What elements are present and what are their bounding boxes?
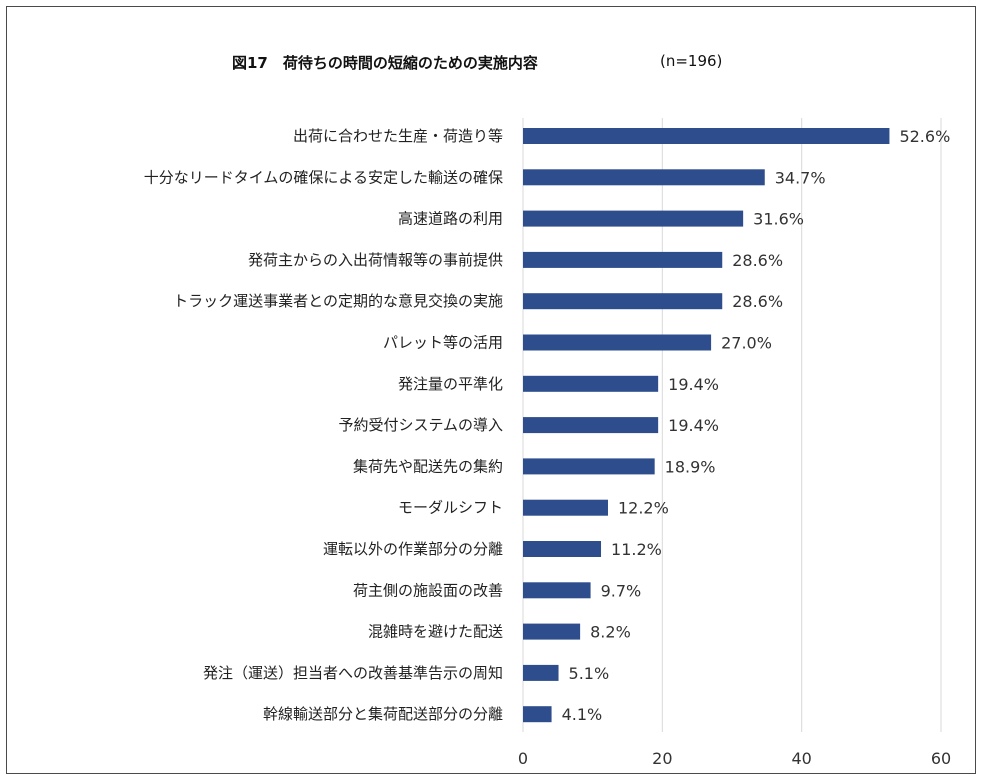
data-label: 52.6% bbox=[899, 127, 950, 146]
bar bbox=[523, 169, 765, 186]
category-label: 発注量の平準化 bbox=[398, 375, 503, 393]
data-label: 34.7% bbox=[775, 168, 826, 187]
data-label: 11.2% bbox=[611, 540, 662, 559]
bar bbox=[523, 664, 559, 681]
category-label: 予約受付システムの導入 bbox=[338, 416, 503, 434]
data-label: 5.1% bbox=[569, 664, 610, 683]
x-tick-label: 0 bbox=[518, 749, 528, 768]
x-tick-label: 20 bbox=[652, 749, 672, 768]
data-label: 31.6% bbox=[753, 210, 804, 229]
category-label: 高速道路の利用 bbox=[398, 210, 503, 228]
category-label: 出荷に合わせた生産・荷造り等 bbox=[293, 127, 503, 145]
category-label: パレット等の活用 bbox=[383, 334, 503, 352]
chart-subtitle: (n=196) bbox=[660, 52, 723, 70]
data-label: 19.4% bbox=[668, 416, 719, 435]
bar bbox=[523, 582, 591, 599]
bar bbox=[523, 293, 723, 310]
bar bbox=[523, 499, 608, 516]
bar bbox=[523, 128, 890, 144]
category-label: 荷主側の施設面の改善 bbox=[353, 581, 503, 599]
data-label: 27.0% bbox=[721, 334, 772, 353]
data-label: 4.1% bbox=[562, 705, 603, 724]
data-label: 28.6% bbox=[732, 251, 783, 270]
category-label: トラック運送事業者との定期的な意見交換の実施 bbox=[173, 292, 503, 310]
x-tick-label: 60 bbox=[931, 749, 951, 768]
category-label: 集荷先や配送先の集約 bbox=[353, 457, 503, 475]
category-label: 十分なリードタイムの確保による安定した輸送の確保 bbox=[144, 168, 503, 186]
bar bbox=[523, 251, 723, 268]
category-label: 運転以外の作業部分の分離 bbox=[323, 540, 503, 558]
bar bbox=[523, 458, 655, 475]
bar bbox=[523, 417, 659, 434]
data-label: 12.2% bbox=[618, 499, 669, 518]
category-label: 発荷主からの入出荷情報等の事前提供 bbox=[248, 251, 503, 269]
bar bbox=[523, 334, 712, 351]
data-label: 28.6% bbox=[732, 292, 783, 311]
bar bbox=[523, 706, 552, 723]
x-tick-label: 40 bbox=[791, 749, 811, 768]
data-label: 9.7% bbox=[601, 581, 642, 600]
category-label: 幹線輸送部分と集荷配送部分の分離 bbox=[263, 705, 503, 723]
data-label: 8.2% bbox=[590, 623, 631, 642]
category-label: モーダルシフト bbox=[398, 499, 503, 517]
data-label: 19.4% bbox=[668, 375, 719, 394]
bar bbox=[523, 623, 581, 640]
category-label: 発注（運送）担当者への改善基準告示の周知 bbox=[203, 664, 503, 682]
data-label: 18.9% bbox=[665, 457, 716, 476]
bar bbox=[523, 541, 602, 557]
chart-title: 図17 荷待ちの時間の短縮のための実施内容 bbox=[232, 54, 538, 72]
bar bbox=[523, 210, 744, 227]
bar bbox=[523, 375, 659, 392]
category-label: 混雑時を避けた配送 bbox=[368, 623, 503, 641]
